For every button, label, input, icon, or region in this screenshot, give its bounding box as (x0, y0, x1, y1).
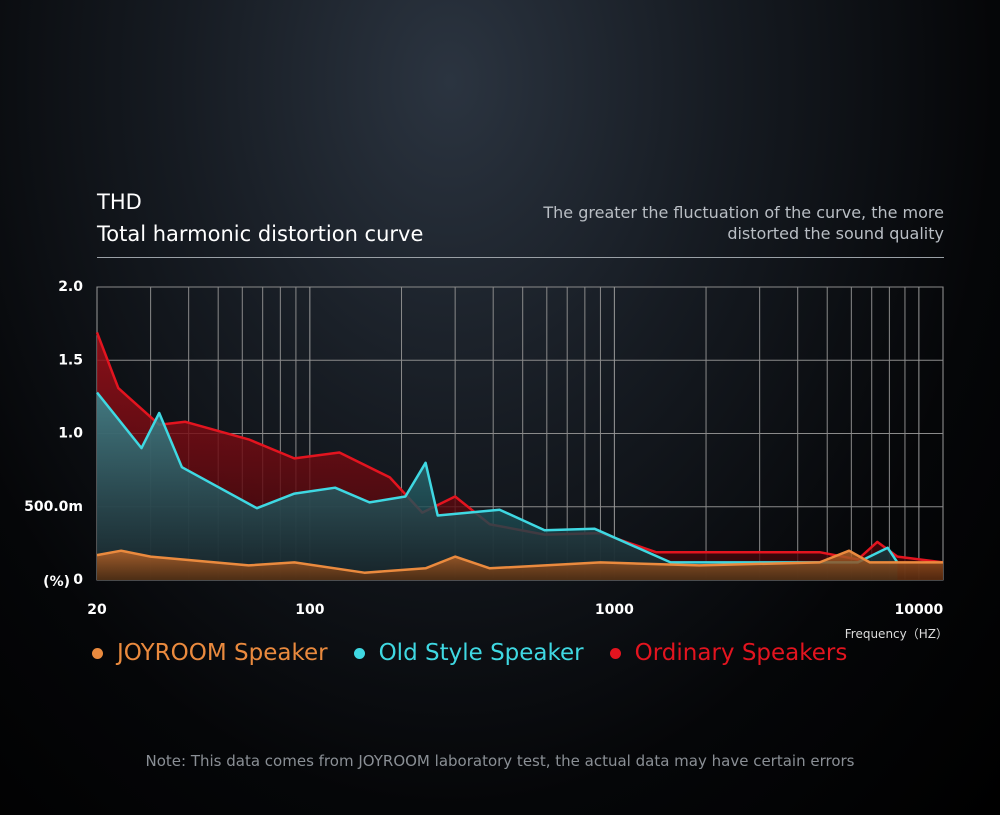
legend-label: Old Style Speaker (378, 640, 584, 666)
legend-label: Ordinary Speakers (634, 640, 848, 666)
legend-marker (353, 647, 365, 659)
legend-item: JOYROOM Speaker (92, 640, 328, 666)
legend: JOYROOM Speaker Old Style Speaker Ordinary… (92, 640, 847, 666)
footnote: Note: This data comes from JOYROOM labor… (145, 752, 855, 770)
x-tick-label: 1000 (595, 602, 634, 618)
x-tick-label: 100 (295, 602, 324, 618)
area (97, 550, 943, 580)
x-tick-label: 20 (87, 602, 107, 618)
chart-subtitle: Total harmonic distortion curve (97, 222, 424, 246)
line (96, 549, 943, 574)
legend-item: Ordinary Speakers (609, 640, 848, 666)
y-tick-label: 0 (73, 572, 83, 588)
legend-item: Old Style Speaker (353, 640, 584, 666)
y-tick-label: 1.5 (58, 352, 83, 368)
legend-marker (609, 647, 621, 659)
x-axis-label: Frequency（HZ） (844, 627, 948, 641)
y-tick-label: 500.0m (24, 499, 83, 515)
x-tick-label: 10000 (895, 602, 944, 618)
chart-title: THD (97, 190, 142, 214)
divider (97, 257, 944, 258)
annotation: The greater the fluctuation of the curve… (543, 203, 944, 243)
legend-marker (92, 647, 103, 659)
legend-label: JOYROOM Speaker (117, 640, 328, 666)
y-tick-label: 1.0 (58, 426, 83, 442)
y-axis-label: (%) (43, 574, 70, 590)
y-tick-label: 2.0 (58, 279, 83, 295)
area (97, 392, 898, 580)
